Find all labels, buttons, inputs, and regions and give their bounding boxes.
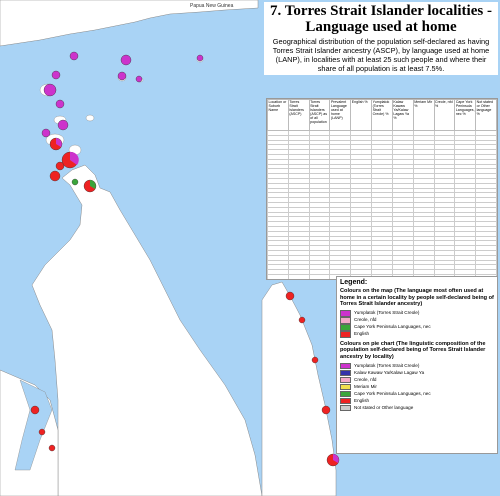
table-cell <box>308 278 331 279</box>
legend-label: Creole, nfd <box>354 377 377 383</box>
pie-marker <box>43 83 57 97</box>
locality-pies <box>30 51 340 467</box>
png-landmass <box>0 0 259 47</box>
legend-label: English <box>354 331 370 337</box>
table-row <box>267 192 497 199</box>
pie-marker <box>135 75 143 83</box>
legend-label: Cape York Peninsula Languages, nec <box>354 391 431 397</box>
pie-marker <box>30 405 40 415</box>
header-creole: Creole, nfd % <box>433 99 456 131</box>
legend-item: Yumplatok (Torres Strait Creole) <box>340 310 494 317</box>
inset-landmass <box>261 281 337 496</box>
legend-item: English <box>340 397 494 405</box>
header-tsi-count: Torres Strait Islanders (ASCP) <box>287 99 310 131</box>
legend-swatch <box>340 324 351 331</box>
table-cell <box>267 278 289 279</box>
legend-swatch <box>340 397 351 405</box>
header-not-stated: Not stated or Other language % <box>475 99 497 131</box>
pie-marker <box>38 428 46 436</box>
pie-marker <box>285 291 295 301</box>
legend-item: Meriam Mir <box>340 383 494 391</box>
pie-marker <box>41 128 51 138</box>
pie-marker <box>55 161 65 171</box>
table-cell <box>287 278 310 279</box>
legend-item: Yumplatok (Torres Strait Creole) <box>340 362 494 370</box>
legend-label: Creole, nfd <box>354 317 377 323</box>
pie-marker <box>55 99 65 109</box>
pie-marker <box>71 178 79 186</box>
header-location: Location or Suburb Name <box>267 99 289 131</box>
legend-item: Creole, nfd <box>340 317 494 324</box>
header-tsi-share: Torres Strait Islanders (ASCP) as of all… <box>308 99 331 131</box>
pie-slice <box>90 180 96 189</box>
legend-item: Not stated or Other language <box>340 404 494 412</box>
legend-label: Yumplatok (Torres Strait Creole) <box>354 310 420 316</box>
gulf-inlet <box>14 379 53 471</box>
map-colors-list: Yumplatok (Torres Strait Creole) Creole,… <box>340 310 494 338</box>
pie-marker <box>311 356 319 364</box>
table-row <box>267 230 497 237</box>
legend-label: English <box>354 398 370 404</box>
pie-marker <box>117 71 127 81</box>
pie-marker <box>57 119 69 131</box>
table-row <box>267 154 497 160</box>
legend-swatch <box>340 390 351 398</box>
pie-slice <box>333 454 339 463</box>
table-row <box>267 249 497 256</box>
pie-slice <box>70 151 79 165</box>
legend-label: Kalaw Kawaw Ya/Kalaw Lagaw Ya <box>354 370 425 376</box>
pie-marker <box>51 70 61 80</box>
table-header-row: Location or Suburb Name Torres Strait Is… <box>267 99 497 131</box>
legend-item: Creole, nfd <box>340 376 494 384</box>
legend-label: Not stated or Other language <box>354 405 414 411</box>
cape-york-landmass <box>31 164 263 496</box>
png-label: Papua New Guinea <box>190 3 234 9</box>
pie-marker <box>49 170 61 182</box>
legend-panel: Legend: Colours on the map (The language… <box>336 276 498 454</box>
header-cape-york: Cape York Peninsula Languages, nec % <box>454 99 477 131</box>
header-yumplatok: Yumplatok (Torres Strait Creole) % <box>371 99 393 131</box>
header-english: English % <box>350 99 373 131</box>
header-kalaw: Kalaw Kawaw Ya/Kalaw Lagaw Ya % <box>391 99 414 131</box>
header-prevalent-language: Prevalent Language used at home (LANP) <box>329 99 352 131</box>
pie-marker <box>48 444 56 452</box>
legend-swatch <box>340 376 351 384</box>
pie-marker <box>321 405 331 415</box>
legend-swatch <box>340 404 351 412</box>
legend-label: Meriam Mir <box>354 384 377 390</box>
pie-marker <box>196 54 204 62</box>
table-body <box>267 130 497 279</box>
pie-colors-title: Colours on pie chart (The linguistic com… <box>340 340 486 360</box>
page-title: 7. Torres Strait Islander localities - L… <box>270 3 492 35</box>
page-subtitle: Geographical distribution of the populat… <box>272 37 490 73</box>
legend-item: English <box>340 331 494 338</box>
legend-swatch <box>340 362 351 370</box>
title-block: 7. Torres Strait Islander localities - L… <box>264 2 498 75</box>
data-table: Location or Suburb Name Torres Strait Is… <box>267 99 497 279</box>
legend-label: Cape York Peninsula Languages, nec <box>354 324 431 330</box>
legend-swatch <box>340 317 351 324</box>
pie-marker <box>69 51 79 61</box>
legend-swatch <box>340 383 351 391</box>
legend-item: Cape York Peninsula Languages, nec <box>340 390 494 398</box>
pie-colors-list: Yumplatok (Torres Strait Creole) Kalaw K… <box>340 362 494 412</box>
legend-swatch <box>340 331 351 338</box>
table-row <box>267 177 497 184</box>
legend-item: Kalaw Kawaw Ya/Kalaw Lagaw Ya <box>340 369 494 377</box>
legend-title: Legend: <box>340 279 368 286</box>
table-row <box>267 201 497 208</box>
legend-label: Yumplatok (Torres Strait Creole) <box>354 363 420 369</box>
legend-swatch <box>340 369 351 377</box>
table-row <box>267 245 497 251</box>
legend-item: Cape York Peninsula Languages, nec <box>340 324 494 331</box>
legend-swatch <box>340 310 351 317</box>
pie-marker <box>120 54 132 66</box>
pie-slice <box>56 138 62 147</box>
locality-table: Location or Suburb Name Torres Strait Is… <box>266 98 498 280</box>
pie-marker <box>298 316 306 324</box>
header-meriam: Meriam Mir % <box>412 99 435 131</box>
map-colors-title: Colours on the map (The language most of… <box>340 288 494 308</box>
